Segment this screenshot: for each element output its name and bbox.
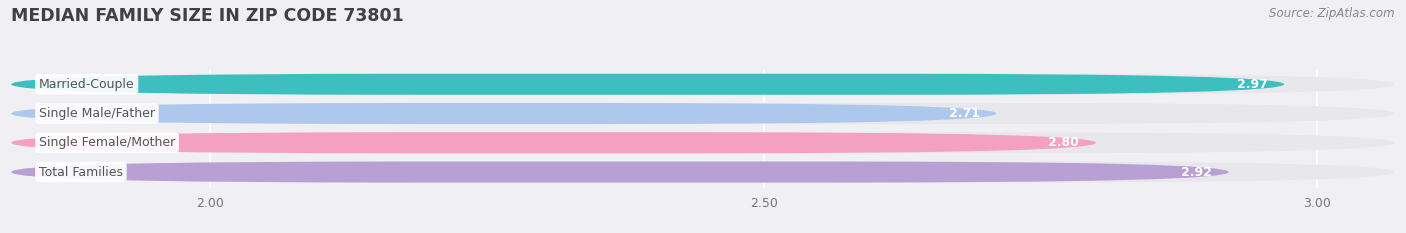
Text: 2.97: 2.97: [1237, 78, 1267, 91]
FancyBboxPatch shape: [11, 132, 1395, 153]
Text: 2.80: 2.80: [1049, 136, 1080, 149]
FancyBboxPatch shape: [11, 103, 997, 124]
Text: MEDIAN FAMILY SIZE IN ZIP CODE 73801: MEDIAN FAMILY SIZE IN ZIP CODE 73801: [11, 7, 404, 25]
FancyBboxPatch shape: [11, 161, 1395, 183]
Text: 2.92: 2.92: [1181, 165, 1212, 178]
Text: Single Female/Mother: Single Female/Mother: [39, 136, 176, 149]
Text: 2.71: 2.71: [949, 107, 980, 120]
Text: Single Male/Father: Single Male/Father: [39, 107, 155, 120]
Text: Source: ZipAtlas.com: Source: ZipAtlas.com: [1270, 7, 1395, 20]
FancyBboxPatch shape: [11, 132, 1095, 153]
FancyBboxPatch shape: [11, 74, 1284, 95]
FancyBboxPatch shape: [11, 103, 1395, 124]
Text: Married-Couple: Married-Couple: [39, 78, 135, 91]
FancyBboxPatch shape: [11, 74, 1395, 95]
FancyBboxPatch shape: [11, 161, 1229, 183]
Text: Total Families: Total Families: [39, 165, 122, 178]
